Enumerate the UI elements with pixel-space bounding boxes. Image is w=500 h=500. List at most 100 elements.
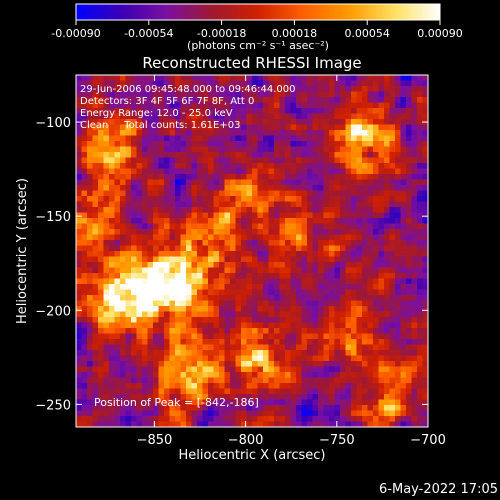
heatmap-pixel <box>367 212 374 219</box>
heatmap-pixel <box>356 135 363 142</box>
heatmap-pixel <box>213 179 220 186</box>
heatmap-pixel <box>153 157 159 164</box>
heatmap-pixel <box>197 317 203 323</box>
heatmap-pixel <box>246 289 253 296</box>
heatmap-pixel <box>389 394 396 400</box>
heatmap-pixel <box>98 102 104 109</box>
heatmap-pixel <box>153 201 159 208</box>
heatmap-pixel <box>219 322 225 329</box>
heatmap-pixel <box>191 218 198 224</box>
heatmap-pixel <box>307 75 313 81</box>
heatmap-pixel <box>285 256 291 263</box>
heatmap-pixel <box>290 223 297 230</box>
heatmap-pixel <box>400 377 407 384</box>
heatmap-pixel <box>362 146 368 153</box>
heatmap-pixel <box>224 168 231 175</box>
heatmap-pixel <box>186 262 192 268</box>
heatmap-pixel <box>367 163 374 169</box>
heatmap-pixel <box>153 399 159 406</box>
heatmap-pixel <box>389 185 396 191</box>
heatmap-pixel <box>98 267 104 274</box>
heatmap-pixel <box>318 333 324 340</box>
heatmap-pixel <box>252 372 258 378</box>
heatmap-pixel <box>422 256 429 263</box>
heatmap-pixel <box>175 124 181 131</box>
heatmap-pixel <box>345 344 352 351</box>
heatmap-pixel <box>164 119 170 125</box>
heatmap-pixel <box>213 394 220 400</box>
heatmap-pixel <box>318 328 324 334</box>
heatmap-pixel <box>312 366 319 373</box>
heatmap-pixel <box>87 383 93 389</box>
heatmap-pixel <box>395 218 401 224</box>
heatmap-pixel <box>147 179 154 186</box>
heatmap-pixel <box>411 361 418 367</box>
heatmap-pixel <box>345 311 352 318</box>
heatmap-pixel <box>213 146 220 153</box>
heatmap-pixel <box>312 179 319 186</box>
heatmap-pixel <box>373 300 379 307</box>
heatmap-pixel <box>164 240 170 246</box>
heatmap-pixel <box>81 91 88 98</box>
heatmap-pixel <box>290 306 297 312</box>
heatmap-pixel <box>197 179 203 186</box>
heatmap-pixel <box>147 97 154 103</box>
heatmap-pixel <box>373 410 379 417</box>
heatmap-pixel <box>345 333 352 340</box>
heatmap-pixel <box>329 80 335 87</box>
heatmap-pixel <box>417 344 423 351</box>
heatmap-pixel <box>153 207 159 213</box>
heatmap-pixel <box>169 388 176 395</box>
heatmap-pixel <box>307 91 313 98</box>
heatmap-pixel <box>367 383 374 389</box>
heatmap-pixel <box>235 229 242 235</box>
heatmap-pixel <box>87 355 93 362</box>
heatmap-pixel <box>301 234 308 241</box>
heatmap-pixel <box>87 201 93 208</box>
heatmap-pixel <box>191 240 198 246</box>
heatmap-pixel <box>219 278 225 285</box>
heatmap-pixel <box>109 278 115 285</box>
heatmap-pixel <box>257 267 264 274</box>
heatmap-pixel <box>109 157 115 164</box>
heatmap-pixel <box>235 355 242 362</box>
heatmap-pixel <box>406 97 412 103</box>
heatmap-pixel <box>367 311 374 318</box>
heatmap-pixel <box>235 75 242 81</box>
heatmap-pixel <box>417 273 423 279</box>
heatmap-pixel <box>318 344 324 351</box>
heatmap-pixel <box>213 350 220 356</box>
heatmap-pixel <box>191 322 198 329</box>
heatmap-pixel <box>230 75 236 81</box>
heatmap-pixel <box>164 141 170 147</box>
heatmap-pixel <box>323 119 330 125</box>
heatmap-pixel <box>136 229 143 235</box>
heatmap-pixel <box>235 102 242 109</box>
heatmap-pixel <box>175 251 181 257</box>
heatmap-pixel <box>279 86 286 92</box>
heatmap-pixel <box>378 328 385 334</box>
heatmap-pixel <box>312 223 319 230</box>
heatmap-pixel <box>109 405 115 411</box>
heatmap-pixel <box>208 218 214 224</box>
heatmap-pixel <box>378 256 385 263</box>
heatmap-pixel <box>175 322 181 329</box>
heatmap-pixel <box>92 234 99 241</box>
heatmap-pixel <box>142 97 148 103</box>
heatmap-pixel <box>345 421 352 428</box>
heatmap-pixel <box>301 251 308 257</box>
heatmap-pixel <box>274 174 280 180</box>
heatmap-pixel <box>290 168 297 175</box>
heatmap-pixel <box>340 289 346 296</box>
heatmap-pixel <box>164 168 170 175</box>
heatmap-pixel <box>290 234 297 241</box>
heatmap-pixel <box>307 300 313 307</box>
heatmap-pixel <box>208 394 214 400</box>
heatmap-pixel <box>175 80 181 87</box>
heatmap-pixel <box>400 300 407 307</box>
heatmap-pixel <box>373 207 379 213</box>
heatmap-pixel <box>400 218 407 224</box>
heatmap-pixel <box>373 234 379 241</box>
heatmap-pixel <box>356 256 363 263</box>
heatmap-pixel <box>406 295 412 301</box>
